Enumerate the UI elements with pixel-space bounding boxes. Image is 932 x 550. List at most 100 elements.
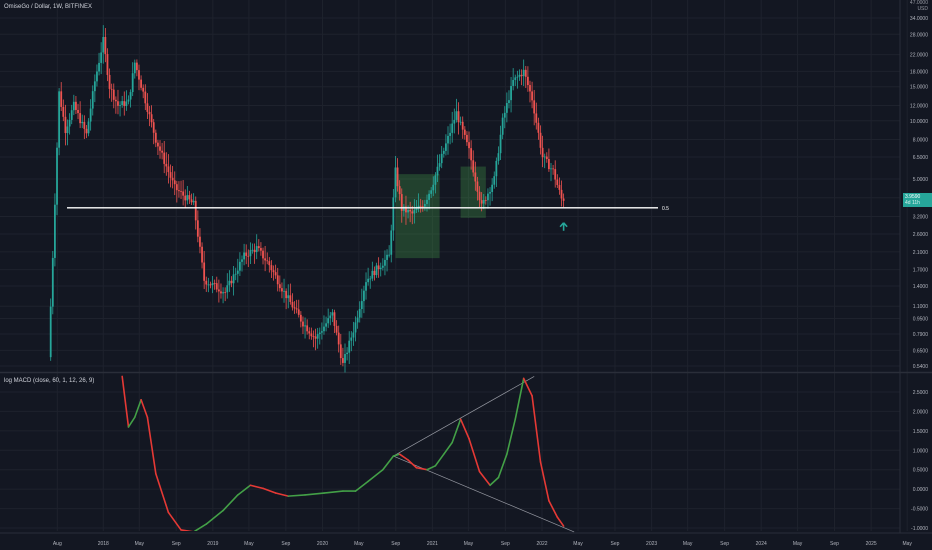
macd-segment-rising (489, 476, 500, 487)
consolidation-box (395, 174, 440, 259)
candle-down (281, 282, 283, 299)
candle-body (442, 150, 445, 154)
candle-up (493, 171, 496, 189)
candle-body (243, 252, 245, 260)
candle-body (180, 191, 182, 192)
price-tick-label: 1.1000 (913, 304, 929, 310)
candle-up (497, 146, 500, 165)
currency-unit: USD (917, 6, 928, 12)
candle-up (98, 52, 100, 76)
macd-segment-rising (304, 492, 325, 496)
candle-down (209, 281, 212, 289)
candle-down (112, 83, 115, 109)
candle-down (520, 69, 523, 86)
price-tick-label: 3.2000 (913, 215, 929, 221)
candle-down (163, 141, 166, 174)
candle-body (222, 292, 224, 294)
candle-down (289, 283, 292, 305)
candle-down (558, 177, 561, 195)
candle-body (489, 191, 491, 194)
candle-body (274, 272, 277, 276)
candle-body (165, 163, 168, 167)
candle-down (264, 245, 267, 272)
candle-body (314, 336, 317, 339)
price-tick-label: 10.0000 (910, 119, 928, 125)
candle-down (373, 266, 376, 281)
candle-down (114, 96, 117, 114)
candle-body (493, 176, 496, 185)
x-tick-label: May (793, 541, 803, 547)
candle-body (388, 254, 391, 256)
candle-body (241, 259, 243, 262)
candle-up (316, 327, 319, 349)
price-tick-label: 2.1000 (913, 250, 929, 256)
macd-series (121, 375, 565, 531)
candle-down (552, 164, 555, 175)
candle-up (287, 284, 290, 309)
candle-down (182, 180, 185, 206)
candle-body (287, 295, 290, 299)
candle-up (518, 69, 521, 81)
candle-body (159, 146, 161, 151)
candle-down (188, 190, 191, 204)
candle-down (278, 275, 281, 292)
candle-up (96, 64, 98, 87)
candle-down (62, 99, 65, 122)
candle-body (335, 325, 338, 333)
candle-body (56, 147, 58, 205)
candle-body (548, 159, 550, 170)
candle-body (327, 318, 330, 324)
candle-up (390, 224, 393, 263)
candle-up (100, 42, 103, 75)
candle-body (531, 91, 533, 101)
candle-body (394, 167, 397, 198)
candle-down (108, 68, 111, 99)
candle-body (266, 260, 269, 262)
candle-up (495, 157, 498, 188)
candle-up (360, 288, 363, 318)
x-tick-label: 2020 (317, 541, 328, 547)
candle-down (535, 102, 538, 130)
candle-body (421, 206, 424, 208)
candle-down (205, 276, 208, 292)
candle-body (262, 250, 264, 259)
candle-up (367, 267, 370, 286)
candle-body (411, 211, 414, 214)
candle-down (310, 327, 313, 340)
candle-body (434, 175, 437, 185)
candle-body (341, 358, 344, 363)
candle-body (142, 87, 145, 92)
candle-down (169, 164, 172, 188)
candle-up (392, 189, 395, 241)
candle-body (264, 258, 267, 261)
candle-body (100, 52, 103, 63)
candle-up (503, 106, 506, 129)
current-price-tag[interactable]: 3.9590 4d 11h (903, 192, 932, 207)
candle-body (230, 280, 233, 284)
candle-down (308, 327, 311, 340)
candle-down (175, 180, 178, 203)
candle-up (234, 267, 237, 281)
candle-body (539, 132, 542, 148)
x-tick-label: May (902, 541, 912, 547)
macd-tick-label: 1.0000 (913, 448, 929, 454)
candle-up (238, 252, 241, 276)
candle-up (192, 193, 195, 206)
candle-up (329, 311, 332, 326)
macd-segment-rising (367, 468, 384, 483)
candle-body (316, 334, 319, 339)
candle-body (478, 191, 481, 201)
candle-down (79, 101, 82, 129)
candle-up (459, 116, 462, 126)
macd-segment-falling (262, 487, 277, 494)
candle-body (255, 246, 258, 253)
x-tick-label: May (244, 541, 254, 547)
candle-down (409, 201, 412, 223)
macd-tick-label: -1.0000 (911, 526, 928, 532)
candle-body (369, 278, 372, 280)
candle-up (522, 59, 525, 87)
candle-body (245, 252, 248, 256)
candle-down (293, 301, 296, 314)
candle-body (514, 77, 517, 80)
candle-up (320, 322, 323, 340)
